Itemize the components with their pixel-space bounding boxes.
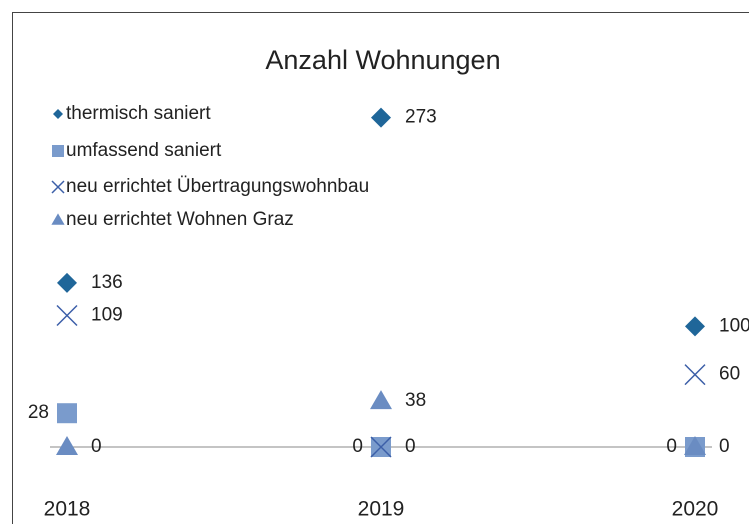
data-label: 100 (719, 315, 749, 336)
data-label: 38 (405, 390, 426, 411)
data-label: 0 (405, 436, 416, 457)
data-label: 273 (405, 107, 437, 128)
diamond-marker (685, 316, 705, 337)
data-label: 28 (28, 402, 49, 423)
x-marker (56, 304, 78, 327)
legend-label: neu errichtet Übertragungswohnbau (66, 176, 369, 197)
data-label: 0 (91, 436, 102, 457)
x-marker (684, 364, 706, 386)
data-label: 109 (91, 304, 123, 325)
x-marker (51, 180, 65, 194)
diamond-marker (57, 272, 77, 293)
diamond-marker (371, 107, 391, 128)
x-tick-label: 2018 (44, 498, 91, 521)
diamond-marker (53, 109, 63, 119)
data-label: 0 (666, 436, 677, 457)
legend-label: neu errichtet Wohnen Graz (66, 209, 294, 230)
data-label: 60 (719, 364, 740, 385)
data-label: 0 (352, 436, 363, 457)
triangle-marker (51, 213, 65, 225)
square-marker (52, 145, 64, 157)
square-marker (57, 403, 77, 424)
legend-label: thermisch saniert (66, 103, 211, 124)
x-tick-label: 2020 (672, 498, 719, 521)
legend-label: umfassend saniert (66, 140, 222, 161)
x-marker (370, 436, 392, 458)
chart-title: Anzahl Wohnungen (265, 45, 500, 75)
triangle-marker (684, 436, 706, 455)
data-label: 136 (91, 272, 123, 293)
data-label: 0 (719, 436, 730, 457)
triangle-marker (56, 436, 78, 455)
triangle-marker (370, 390, 392, 410)
x-tick-label: 2019 (358, 498, 405, 521)
